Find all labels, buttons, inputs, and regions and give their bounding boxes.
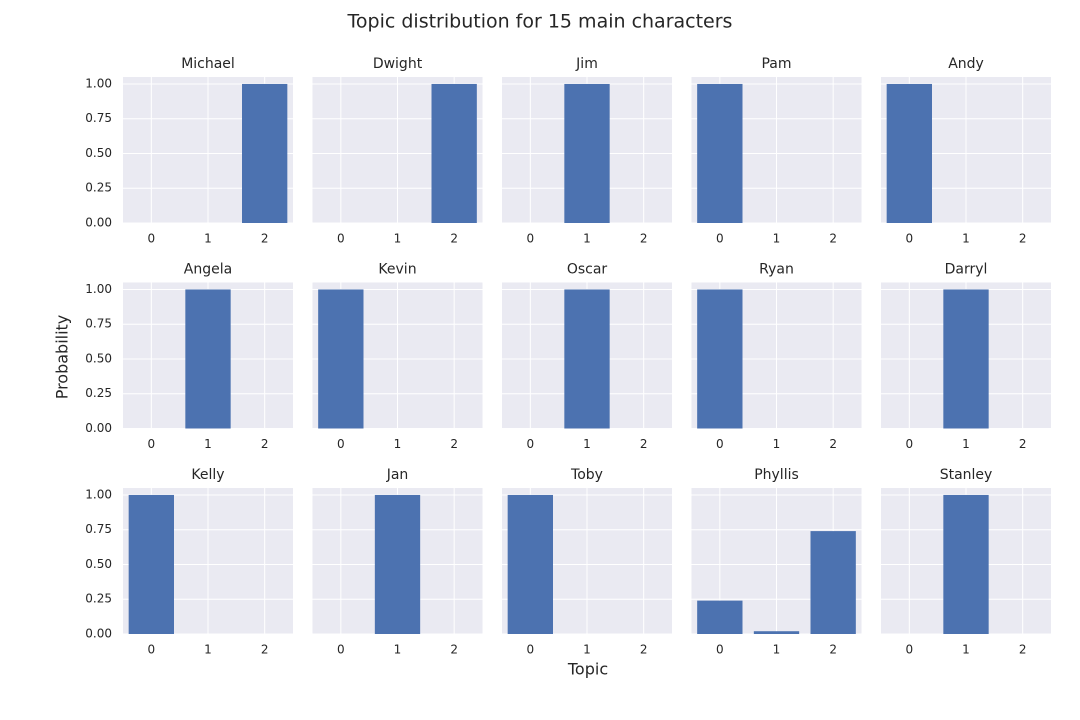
subplot-title: Stanley [940, 467, 993, 483]
subplot-title: Dwight [373, 56, 423, 72]
y-tick-label: 0.75 [85, 111, 112, 125]
x-tick-label: 0 [337, 232, 345, 246]
x-tick-label: 0 [527, 643, 535, 657]
bar [185, 289, 231, 429]
subplot-title: Ryan [759, 262, 794, 278]
subplot-title: Jan [386, 467, 409, 483]
x-tick-label: 1 [394, 643, 402, 657]
x-tick-label: 0 [148, 232, 156, 246]
y-tick-label: 0.50 [85, 146, 112, 160]
y-tick-label: 0.00 [85, 421, 112, 435]
subplot-title: Toby [570, 467, 603, 483]
x-tick-label: 1 [773, 437, 781, 451]
bar [886, 83, 932, 223]
subplot-title: Oscar [567, 262, 608, 278]
bar [374, 494, 421, 634]
x-axis-label: Topic [567, 660, 608, 679]
x-tick-label: 1 [962, 232, 970, 246]
x-tick-label: 2 [450, 643, 458, 657]
figure-title: Topic distribution for 15 main character… [347, 11, 733, 33]
subplot-title: Darryl [945, 262, 988, 278]
x-tick-label: 0 [527, 437, 535, 451]
x-tick-label: 2 [829, 643, 837, 657]
bar [564, 289, 610, 429]
bar [242, 83, 288, 223]
y-tick-label: 0.75 [85, 522, 112, 536]
y-tick-label: 0.50 [85, 557, 112, 571]
x-tick-label: 0 [716, 232, 724, 246]
x-tick-label: 2 [450, 437, 458, 451]
bar [507, 494, 553, 634]
x-tick-label: 2 [1019, 643, 1027, 657]
subplot-title: Jim [575, 56, 598, 72]
subplot-title: Kelly [191, 467, 224, 483]
bar [431, 83, 477, 223]
x-tick-label: 0 [337, 437, 345, 451]
x-tick-label: 0 [716, 437, 724, 451]
y-tick-label: 0.75 [85, 317, 112, 331]
subplot-title: Kevin [378, 262, 416, 278]
x-tick-label: 0 [527, 232, 535, 246]
x-tick-label: 2 [261, 643, 269, 657]
x-tick-label: 0 [337, 643, 345, 657]
x-tick-label: 0 [148, 437, 156, 451]
x-tick-label: 1 [204, 437, 212, 451]
x-tick-label: 0 [716, 643, 724, 657]
x-tick-label: 1 [204, 643, 212, 657]
x-tick-label: 1 [204, 232, 212, 246]
x-tick-label: 2 [261, 232, 269, 246]
x-tick-label: 0 [906, 437, 914, 451]
x-tick-label: 1 [394, 232, 402, 246]
x-tick-label: 1 [583, 643, 591, 657]
bar [128, 494, 174, 634]
y-tick-label: 1.00 [85, 487, 112, 501]
x-tick-label: 1 [962, 643, 970, 657]
x-tick-label: 1 [773, 643, 781, 657]
x-tick-label: 2 [261, 437, 269, 451]
x-tick-label: 1 [773, 232, 781, 246]
subplot-title: Phyllis [754, 467, 799, 483]
y-tick-label: 0.25 [85, 181, 112, 195]
bar [753, 631, 800, 634]
y-tick-label: 0.00 [85, 627, 112, 641]
y-tick-label: 1.00 [85, 76, 112, 90]
y-tick-label: 1.00 [85, 282, 112, 296]
subplot-title: Andy [948, 56, 984, 72]
bar [564, 83, 610, 223]
x-tick-label: 1 [583, 437, 591, 451]
bar [810, 531, 856, 634]
subplot-title: Angela [184, 262, 232, 278]
y-tick-label: 0.25 [85, 592, 112, 606]
x-tick-label: 0 [906, 232, 914, 246]
x-tick-label: 1 [394, 437, 402, 451]
bar [697, 289, 743, 429]
y-tick-label: 0.50 [85, 351, 112, 365]
x-tick-label: 2 [829, 232, 837, 246]
x-tick-label: 2 [829, 437, 837, 451]
x-tick-label: 2 [1019, 437, 1027, 451]
x-tick-label: 1 [583, 232, 591, 246]
y-tick-label: 0.00 [85, 216, 112, 230]
bar [697, 83, 743, 223]
x-tick-label: 2 [640, 643, 648, 657]
x-tick-label: 2 [640, 232, 648, 246]
x-tick-label: 0 [906, 643, 914, 657]
subplot-title: Pam [761, 56, 791, 72]
x-tick-label: 0 [148, 643, 156, 657]
x-tick-label: 2 [1019, 232, 1027, 246]
bar [943, 494, 989, 634]
x-tick-label: 2 [640, 437, 648, 451]
bar [318, 289, 364, 429]
y-tick-label: 0.25 [85, 386, 112, 400]
x-tick-label: 2 [450, 232, 458, 246]
bar [697, 600, 743, 634]
x-tick-label: 1 [962, 437, 970, 451]
subplot-title: Michael [181, 56, 235, 72]
y-axis-label: Probability [53, 315, 72, 400]
bar [943, 289, 989, 429]
